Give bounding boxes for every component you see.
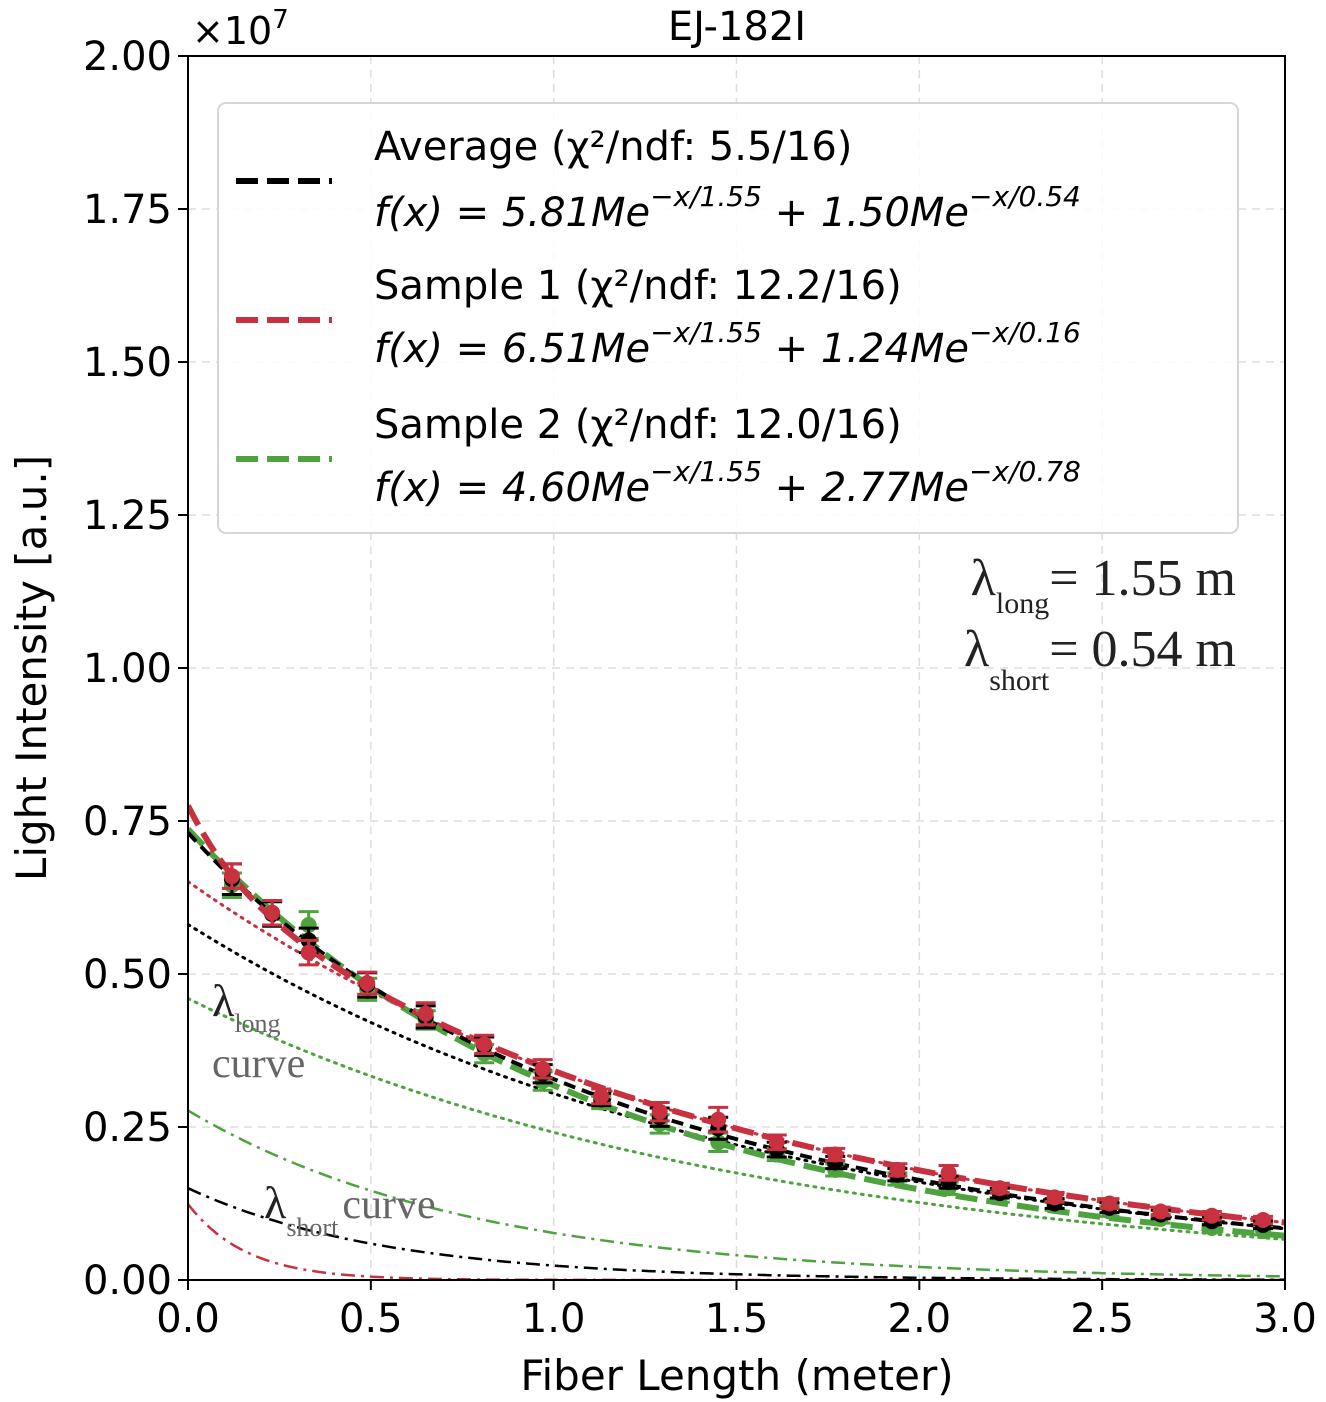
data-points [221, 862, 1274, 1240]
fit-curve-sample-2 [188, 826, 1285, 1239]
lambda-long-annotation: λlong= 1.55 m [971, 550, 1236, 620]
y-tick-label: 0.50 [83, 952, 172, 998]
y-tick-label: 1.75 [83, 187, 172, 233]
data-point-sample-1 [593, 1088, 610, 1105]
short-component-sample-2 [188, 1109, 1285, 1278]
data-point-sample-1 [300, 944, 317, 961]
long-component-sample-2 [188, 997, 1285, 1241]
data-point-sample-1 [1046, 1189, 1063, 1206]
legend-box [217, 102, 1239, 534]
data-point-sample-1 [827, 1146, 844, 1163]
x-axis-label: Fiber Length (meter) [520, 1351, 953, 1400]
y-multiplier: ×107 [192, 5, 289, 53]
y-tick-label: 1.50 [83, 340, 172, 386]
data-point-sample-1 [1255, 1212, 1272, 1229]
legend: Average (χ²/ndf: 5.5/16) f(x) = 5.81Me−x… [217, 102, 1239, 534]
data-point-sample-1 [710, 1111, 727, 1128]
data-point-sample-1 [1101, 1195, 1118, 1212]
y-tick-label: 0.25 [83, 1105, 172, 1151]
data-point-sample-1 [940, 1164, 957, 1181]
y-tick-label: 0.75 [83, 799, 172, 845]
y-tick-label: 2.00 [83, 34, 172, 80]
legend-label-sample-1: Sample 1 (χ²/ndf: 12.2/16) [374, 263, 902, 309]
legend-formula-sample-1: f(x) = 6.51Me−x/1.55 + 1.24Me−x/0.16 [374, 316, 1081, 372]
legend-label-sample-2: Sample 2 (χ²/ndf: 12.0/16) [374, 402, 902, 448]
data-point-sample-1 [264, 904, 281, 921]
x-tick-label: 0.5 [339, 1296, 403, 1342]
x-tick-label: 2.0 [888, 1296, 952, 1342]
lambda-short-curve-annotation: λshortcurve [264, 1177, 436, 1242]
legend-formula-sample-2: f(x) = 4.60Me−x/1.55 + 2.77Me−x/0.78 [374, 455, 1081, 511]
legend-formula-average: f(x) = 5.81Me−x/1.55 + 1.50Me−x/0.54 [374, 180, 1081, 236]
short-component-sample-1 [188, 1203, 1285, 1280]
chart-title: EJ-182I [668, 4, 806, 50]
x-tick-label: 3.0 [1253, 1296, 1317, 1342]
short-component-average [188, 1187, 1285, 1280]
data-point-sample-1 [889, 1161, 906, 1178]
lambda-long-curve-word: curve [212, 1041, 305, 1087]
x-tick-label: 1.5 [705, 1296, 769, 1342]
x-tick-label: 2.5 [1070, 1296, 1134, 1342]
data-point-sample-1 [1152, 1203, 1169, 1220]
data-point-sample-1 [768, 1134, 785, 1151]
data-point-sample-1 [1203, 1207, 1220, 1224]
y-tick-label: 0.00 [83, 1258, 172, 1304]
x-tick-label: 1.0 [522, 1296, 586, 1342]
data-point-sample-1 [223, 868, 240, 885]
data-point-sample-1 [476, 1036, 493, 1053]
data-point-sample-1 [651, 1103, 668, 1120]
data-point-sample-1 [991, 1180, 1008, 1197]
data-point-sample-1 [534, 1060, 551, 1077]
y-tick-label: 1.25 [83, 493, 172, 539]
x-tick-label: 0.0 [156, 1296, 220, 1342]
long-component-average [188, 922, 1285, 1231]
legend-label-average: Average (χ²/ndf: 5.5/16) [374, 124, 852, 170]
axis-ticks: 0.0 0.5 1.0 1.5 2.0 2.5 3.0 0.00 0.25 0.50 0.75 1.0… [83, 34, 1317, 1342]
data-point-sample-1 [359, 975, 376, 992]
y-axis-label: Light Intensity [a.u.] [7, 455, 56, 881]
lambda-short-annotation: λshort= 0.54 m [964, 621, 1236, 697]
y-tick-label: 1.00 [83, 646, 172, 692]
data-point-sample-1 [417, 1005, 434, 1022]
lambda-long-curve-symbol: λlong [212, 975, 281, 1038]
